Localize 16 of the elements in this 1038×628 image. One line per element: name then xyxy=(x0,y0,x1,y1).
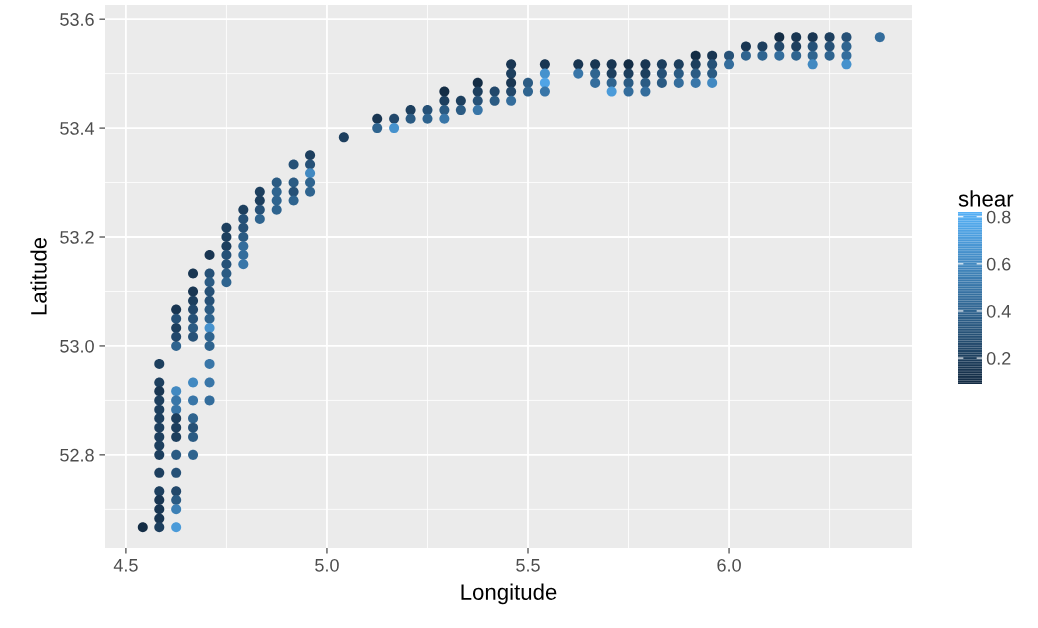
y-tick-label: 52.8 xyxy=(60,448,94,462)
color-bar-label: 0.4 xyxy=(986,304,1011,318)
color-bar-title: shear xyxy=(958,190,1014,207)
y-tick-label: 53.4 xyxy=(60,122,95,135)
y-axis-title: Latitude xyxy=(30,237,47,315)
y-tick-label: 53.6 xyxy=(60,13,94,26)
x-tick-label: 4.5 xyxy=(113,559,138,572)
y-tick-label: 53.2 xyxy=(60,230,94,244)
y-tick-label: 53.0 xyxy=(60,339,94,353)
color-bar-label: 0.6 xyxy=(986,257,1011,271)
color-bar-label: 0.2 xyxy=(986,352,1011,365)
color-bar-label: 0.8 xyxy=(986,210,1011,224)
x-tick-label: 5.0 xyxy=(315,558,339,572)
x-tick-label: 6.0 xyxy=(717,558,741,572)
x-tick-label: 5.5 xyxy=(516,559,540,572)
x-axis-title: Longitude xyxy=(461,583,557,605)
